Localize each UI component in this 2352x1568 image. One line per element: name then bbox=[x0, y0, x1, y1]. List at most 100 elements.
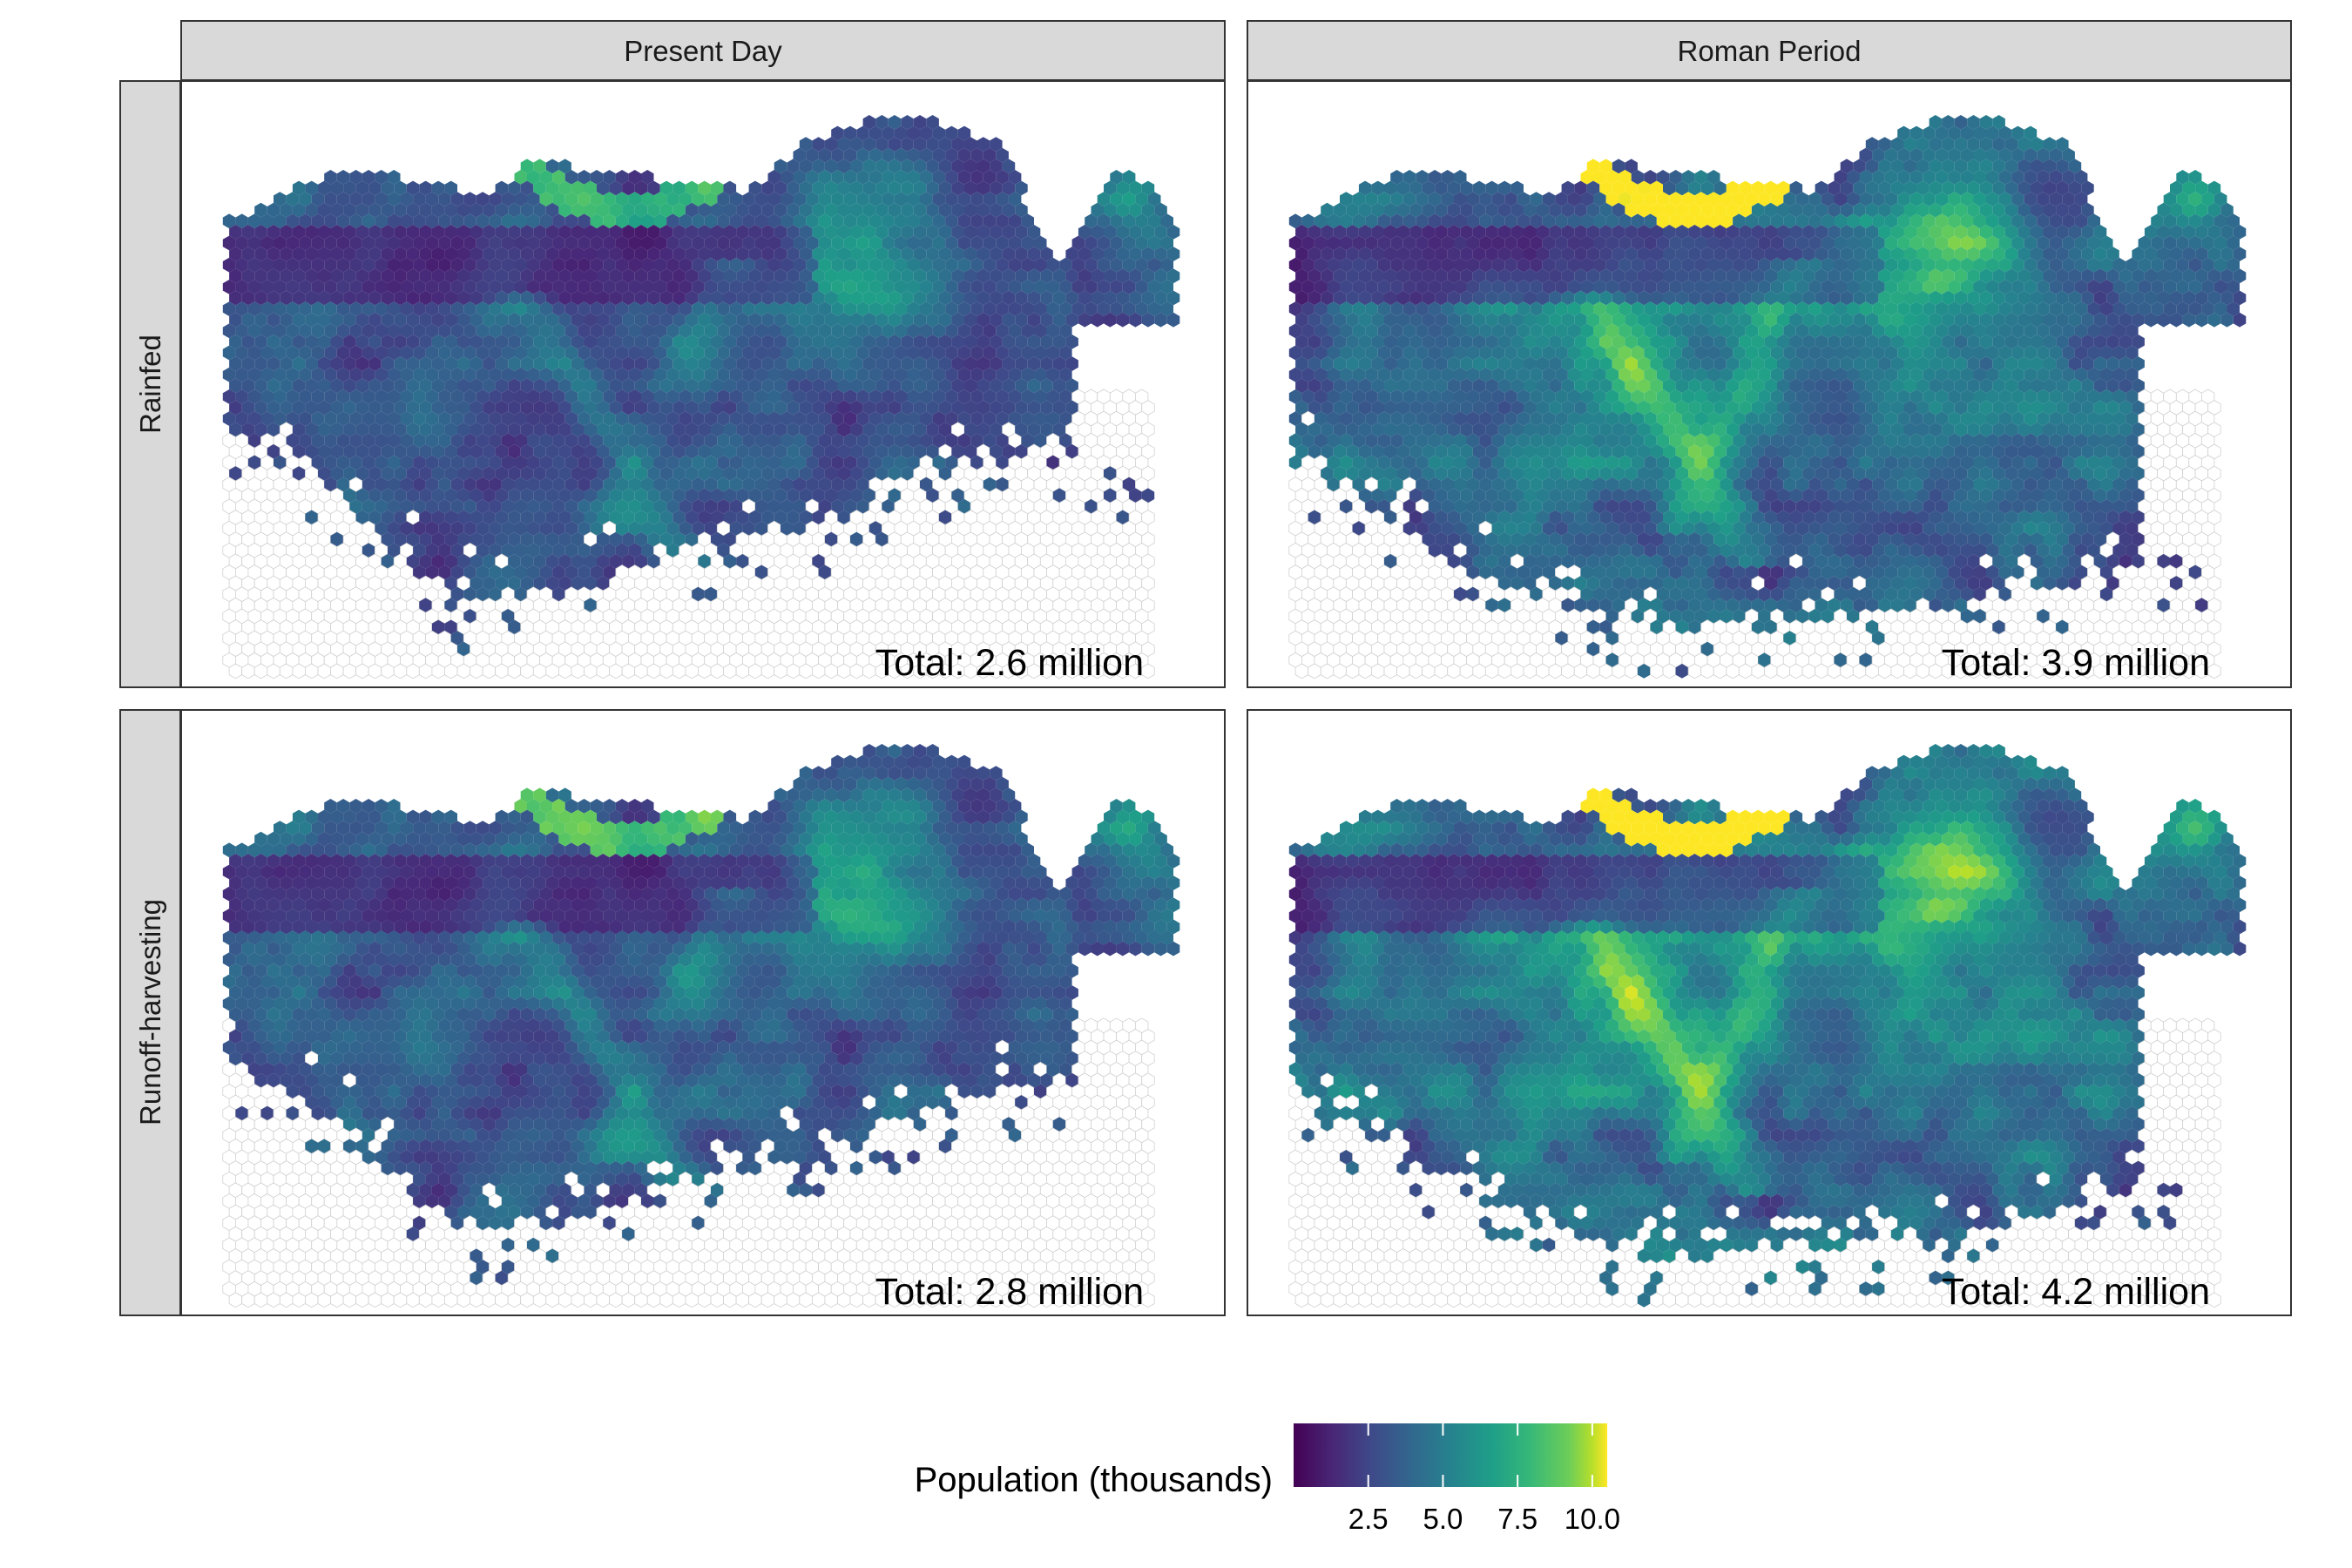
hex-cell bbox=[463, 257, 476, 273]
hex-cell bbox=[831, 170, 844, 185]
hex-cell bbox=[558, 225, 571, 240]
hex-cell bbox=[597, 202, 610, 218]
hex-cell bbox=[388, 192, 401, 206]
hex-cell bbox=[882, 213, 895, 229]
hex-cell bbox=[837, 137, 850, 152]
hex-cell bbox=[659, 225, 673, 240]
hex-cell bbox=[888, 202, 902, 218]
hex-cell bbox=[235, 213, 248, 229]
hex-cell bbox=[742, 213, 755, 229]
hex-cell bbox=[444, 247, 457, 261]
hex-cell-empty bbox=[228, 663, 243, 679]
hex-cell bbox=[913, 159, 927, 174]
hex-cell bbox=[970, 213, 983, 229]
hex-cell bbox=[812, 180, 825, 196]
hex-cell bbox=[945, 257, 958, 273]
hex-cell bbox=[343, 180, 356, 196]
hex-cell bbox=[672, 225, 686, 240]
hex-cell bbox=[514, 235, 527, 251]
hex-cell bbox=[628, 257, 641, 273]
hex-cell bbox=[875, 247, 889, 261]
hex-cell bbox=[754, 192, 768, 206]
hex-cell bbox=[628, 213, 641, 229]
hex-cell bbox=[1002, 225, 1016, 240]
hex-cell bbox=[806, 235, 819, 251]
hex-cell bbox=[425, 257, 439, 273]
hex-cell bbox=[945, 213, 958, 229]
hex-cell bbox=[926, 225, 939, 240]
hex-cell bbox=[812, 247, 825, 261]
hex-cell bbox=[1110, 235, 1123, 251]
hex-cell bbox=[280, 225, 293, 240]
hex-cell bbox=[539, 170, 553, 185]
hex-cell bbox=[1154, 202, 1167, 218]
hex-cell bbox=[1104, 202, 1117, 218]
hex-cell bbox=[286, 257, 300, 273]
hex-cell-empty bbox=[393, 663, 408, 679]
hex-cell bbox=[996, 147, 1009, 163]
hex-cell bbox=[311, 192, 325, 206]
hex-cell bbox=[1122, 170, 1136, 185]
hex-cell bbox=[274, 192, 287, 206]
hex-cell bbox=[717, 213, 730, 229]
hex-cell bbox=[774, 268, 787, 284]
hex-cell bbox=[698, 225, 711, 240]
hex-cell bbox=[501, 257, 515, 273]
hex-cell bbox=[945, 192, 958, 206]
hex-cell bbox=[336, 192, 350, 206]
hex-cell bbox=[578, 192, 591, 206]
hex-cell bbox=[381, 268, 395, 284]
hex-cell bbox=[419, 268, 432, 284]
hex-cell bbox=[837, 180, 850, 196]
hex-cell bbox=[926, 180, 939, 196]
hex-cell bbox=[229, 247, 242, 261]
hex-cell bbox=[1091, 202, 1104, 218]
hex-cell bbox=[1141, 268, 1155, 284]
hex-cell bbox=[552, 235, 565, 251]
hex-cell bbox=[318, 180, 331, 196]
hex-cell bbox=[362, 170, 375, 185]
hex-cell bbox=[590, 257, 604, 273]
hex-cell bbox=[571, 268, 585, 284]
hex-cell bbox=[698, 268, 711, 284]
hex-cell bbox=[241, 225, 255, 240]
hex-cell bbox=[894, 235, 908, 251]
hex-cell bbox=[267, 225, 280, 240]
hex-cell bbox=[793, 192, 807, 206]
hex-cell bbox=[875, 180, 889, 196]
hex-cell bbox=[413, 257, 426, 273]
hex-cell bbox=[1129, 247, 1142, 261]
hex-cell bbox=[957, 125, 971, 141]
hex-cell bbox=[558, 180, 571, 196]
hex-cell bbox=[685, 180, 699, 196]
hex-cell bbox=[394, 247, 407, 261]
hex-cell bbox=[1085, 257, 1098, 273]
hex-cell bbox=[362, 213, 375, 229]
hex-cell bbox=[324, 257, 337, 273]
hex-cell bbox=[1059, 257, 1072, 273]
hex-cell bbox=[419, 225, 432, 240]
hex-cell bbox=[932, 170, 946, 185]
hex-cell bbox=[920, 213, 933, 229]
hex-cell bbox=[1008, 257, 1022, 273]
hex-cell bbox=[837, 202, 850, 218]
hex-cell bbox=[1147, 235, 1161, 251]
hex-cell bbox=[723, 225, 737, 240]
hex-cell bbox=[729, 257, 743, 273]
hex-cell bbox=[444, 225, 457, 240]
hex-cell bbox=[907, 125, 920, 141]
hex-cell bbox=[761, 180, 774, 196]
hex-cell bbox=[659, 247, 673, 261]
hex-cell bbox=[672, 180, 686, 196]
hex-cell bbox=[901, 180, 914, 196]
hex-cell bbox=[1008, 170, 1022, 185]
hex-cell bbox=[603, 257, 616, 273]
hex-cell bbox=[394, 202, 407, 218]
hex-cell bbox=[970, 192, 983, 206]
hex-cell bbox=[888, 268, 902, 284]
hex-cell bbox=[711, 268, 724, 284]
hex-cell bbox=[1034, 257, 1047, 273]
hex-cell bbox=[920, 257, 933, 273]
hex-cell bbox=[1027, 268, 1041, 284]
hex-cell bbox=[818, 170, 832, 185]
